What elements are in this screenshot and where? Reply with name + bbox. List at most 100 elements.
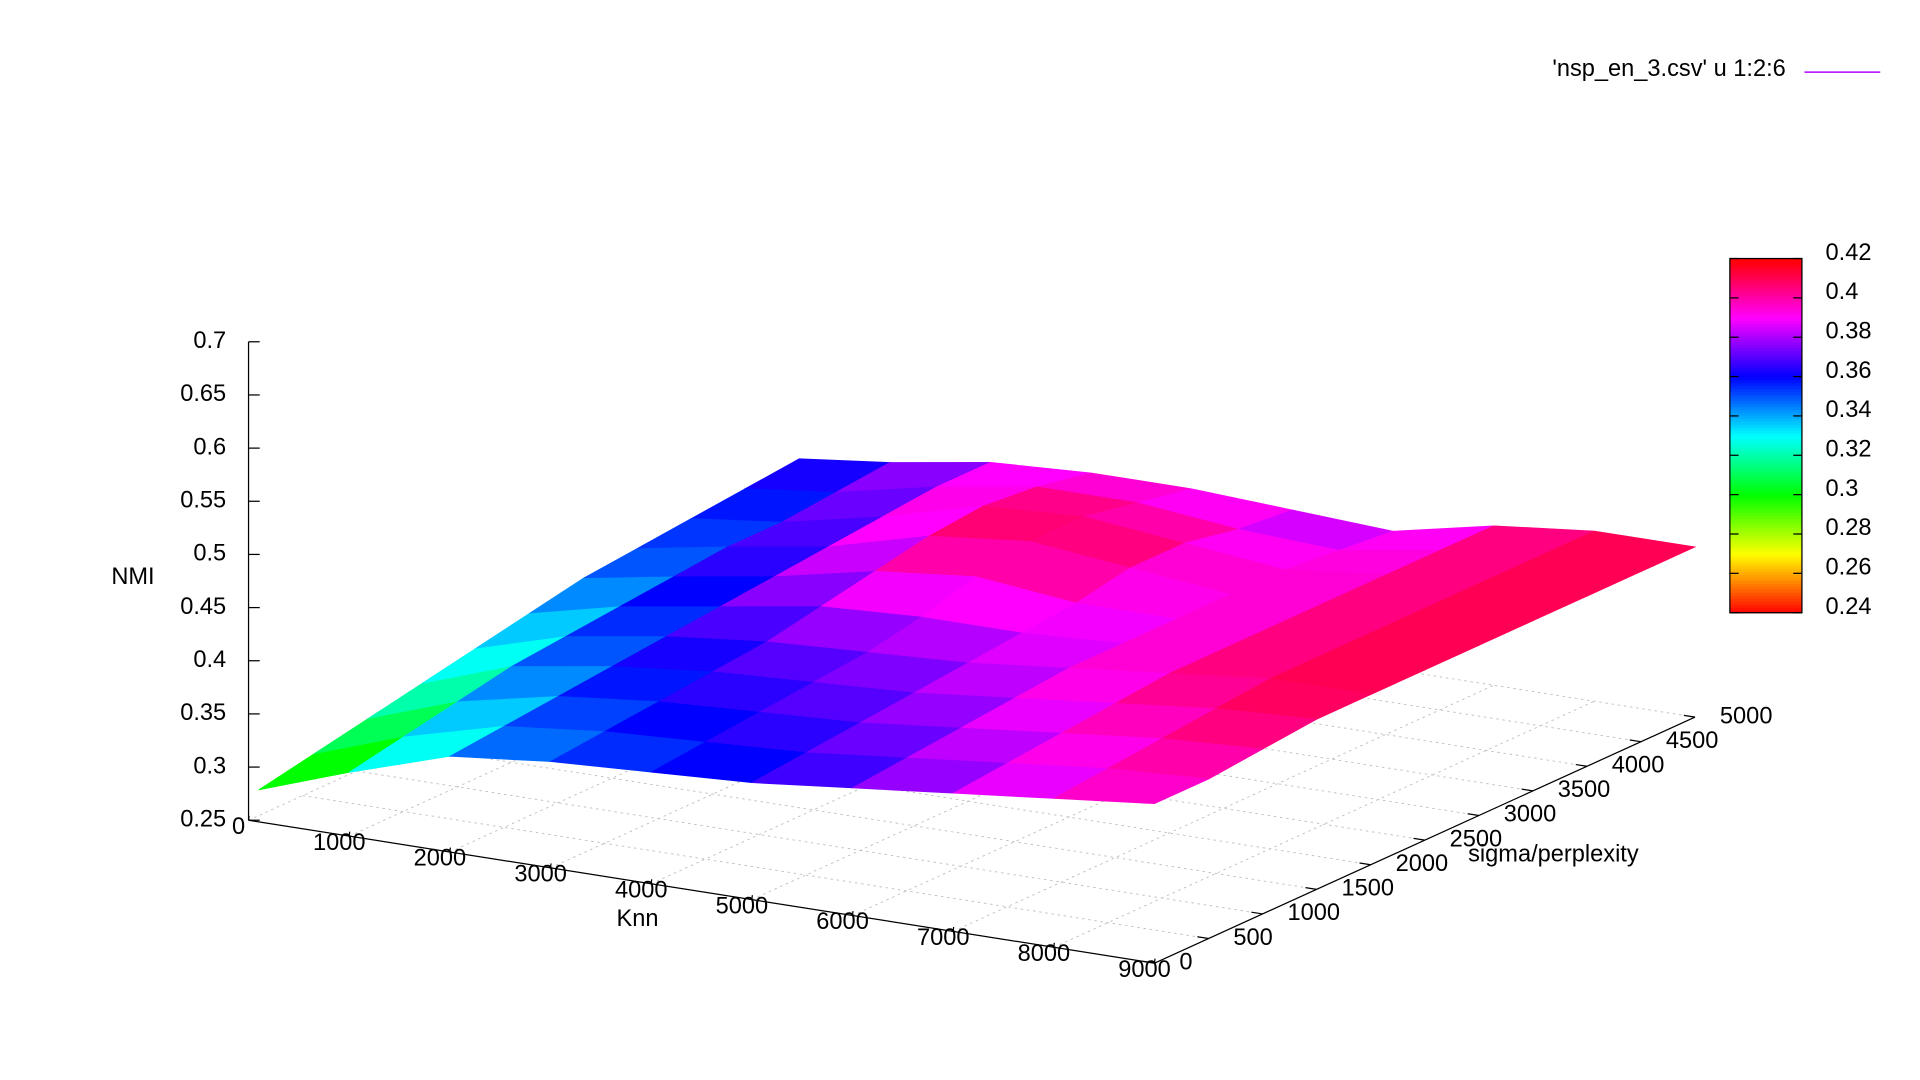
colorbar-strip xyxy=(1729,497,1802,502)
grid-line xyxy=(410,745,1317,890)
colorbar-strip xyxy=(1729,550,1802,555)
colorbar-strip xyxy=(1729,429,1802,434)
x-axis-label: Knn xyxy=(617,906,659,932)
colorbar-strip xyxy=(1729,556,1802,561)
colorbar-strip xyxy=(1729,580,1802,584)
colorbar-frame xyxy=(1729,257,1803,614)
colorbar-strip xyxy=(1729,391,1802,396)
colorbar-strip xyxy=(1729,350,1802,354)
colorbar-strip xyxy=(1729,471,1802,475)
z-tick-label: 0.7 xyxy=(193,328,226,354)
colorbar-strip xyxy=(1729,323,1802,328)
colorbar-strip xyxy=(1729,426,1802,431)
colorbar-strip xyxy=(1729,420,1802,425)
colorbar-strip xyxy=(1729,282,1802,286)
colorbar-strip xyxy=(1729,302,1802,307)
y-tick xyxy=(1305,886,1317,890)
colorbar-strip xyxy=(1729,535,1802,540)
cb-tick-label: 0.28 xyxy=(1826,515,1872,541)
x-tick-label: 9000 xyxy=(1118,957,1171,983)
y-tick-label: 500 xyxy=(1233,925,1272,951)
y-axis xyxy=(1154,716,1696,964)
colorbar-strip xyxy=(1729,397,1802,401)
y-tick xyxy=(1629,739,1642,743)
colorbar-strip xyxy=(1729,438,1802,443)
y-tick xyxy=(1683,714,1696,718)
grid-line xyxy=(680,622,1588,767)
colorbar-strip xyxy=(1729,574,1802,579)
colorbar-strip xyxy=(1729,385,1802,390)
colorbar-strip xyxy=(1729,317,1802,322)
colorbar-strip xyxy=(1729,524,1802,528)
colorbar-strip xyxy=(1729,338,1802,342)
colorbar-strip xyxy=(1729,571,1802,576)
y-tick xyxy=(1359,862,1371,866)
z-tick-label: 0.5 xyxy=(193,541,226,567)
colorbar-strip xyxy=(1729,373,1802,378)
colorbar-strip xyxy=(1729,417,1802,422)
colorbar-strip xyxy=(1729,538,1802,543)
colorbar-strip xyxy=(1729,344,1802,348)
grid-line xyxy=(518,696,1425,841)
cb-tick-label: 0.42 xyxy=(1826,240,1872,266)
colorbar-strip xyxy=(1729,276,1802,280)
x-axis xyxy=(248,819,1155,964)
colorbar-strip xyxy=(1729,518,1802,522)
colorbar-strip xyxy=(1729,583,1802,587)
colorbar-strip xyxy=(1729,559,1802,564)
y-tick xyxy=(1467,813,1479,817)
colorbar-strip xyxy=(1729,562,1802,567)
colorbar-strip xyxy=(1729,299,1802,304)
colorbar-strip xyxy=(1729,453,1802,458)
colorbar-strip xyxy=(1729,488,1802,493)
grid-line xyxy=(626,647,1533,792)
colorbar-strip xyxy=(1729,423,1802,428)
y-tick-label: 2000 xyxy=(1396,851,1449,877)
colorbar-strip xyxy=(1729,296,1802,301)
y-tick-label: 3500 xyxy=(1558,777,1611,803)
colorbar-strip xyxy=(1729,459,1802,463)
colorbar-strip xyxy=(1729,447,1802,452)
colorbar-strip xyxy=(1729,293,1802,298)
y-tick-label: 1000 xyxy=(1287,900,1340,926)
colorbar-strip xyxy=(1729,568,1802,573)
colorbar-strip xyxy=(1729,364,1802,369)
colorbar-strip xyxy=(1729,264,1802,269)
colorbar-strip xyxy=(1729,379,1802,384)
grid-line xyxy=(735,598,1642,743)
y-tick-label: 4500 xyxy=(1666,728,1719,754)
z-tick-label: 0.4 xyxy=(193,647,226,673)
x-tick-label: 7000 xyxy=(917,925,970,951)
colorbar-strip xyxy=(1729,533,1802,537)
z-tick-label: 0.55 xyxy=(180,488,226,514)
colorbar-strip xyxy=(1729,435,1802,440)
y-tick xyxy=(1575,763,1588,767)
colorbar-strip xyxy=(1729,361,1802,366)
colorbar-strip xyxy=(1729,544,1802,549)
y-tick xyxy=(1521,788,1533,792)
colorbar-strip xyxy=(1729,465,1802,469)
colorbar-strip xyxy=(1729,403,1802,407)
grid-line xyxy=(789,573,1696,718)
cb-tick-label: 0.32 xyxy=(1826,437,1872,463)
z-tick-label: 0.45 xyxy=(180,594,226,620)
y-axis-label: sigma/perplexity xyxy=(1468,841,1639,867)
y-tick-label: 0 xyxy=(1179,949,1192,975)
colorbar-strip xyxy=(1729,370,1802,375)
y-tick-label: 3000 xyxy=(1504,802,1557,828)
y-tick xyxy=(1251,911,1263,915)
colorbar-strip xyxy=(1729,285,1802,289)
colorbar-strip xyxy=(1729,476,1802,481)
z-tick-label: 0.3 xyxy=(193,753,226,779)
colorbar-strip xyxy=(1729,589,1802,593)
colorbar-strip xyxy=(1729,500,1802,505)
colorbar-strip xyxy=(1729,347,1802,351)
colorbar-strip xyxy=(1729,553,1802,558)
colorbar-strip xyxy=(1729,473,1802,478)
colorbar-strip xyxy=(1729,541,1802,546)
x-tick-label: 4000 xyxy=(615,877,668,903)
colorbar-strip xyxy=(1729,376,1802,381)
cb-tick-label: 0.34 xyxy=(1826,397,1872,423)
